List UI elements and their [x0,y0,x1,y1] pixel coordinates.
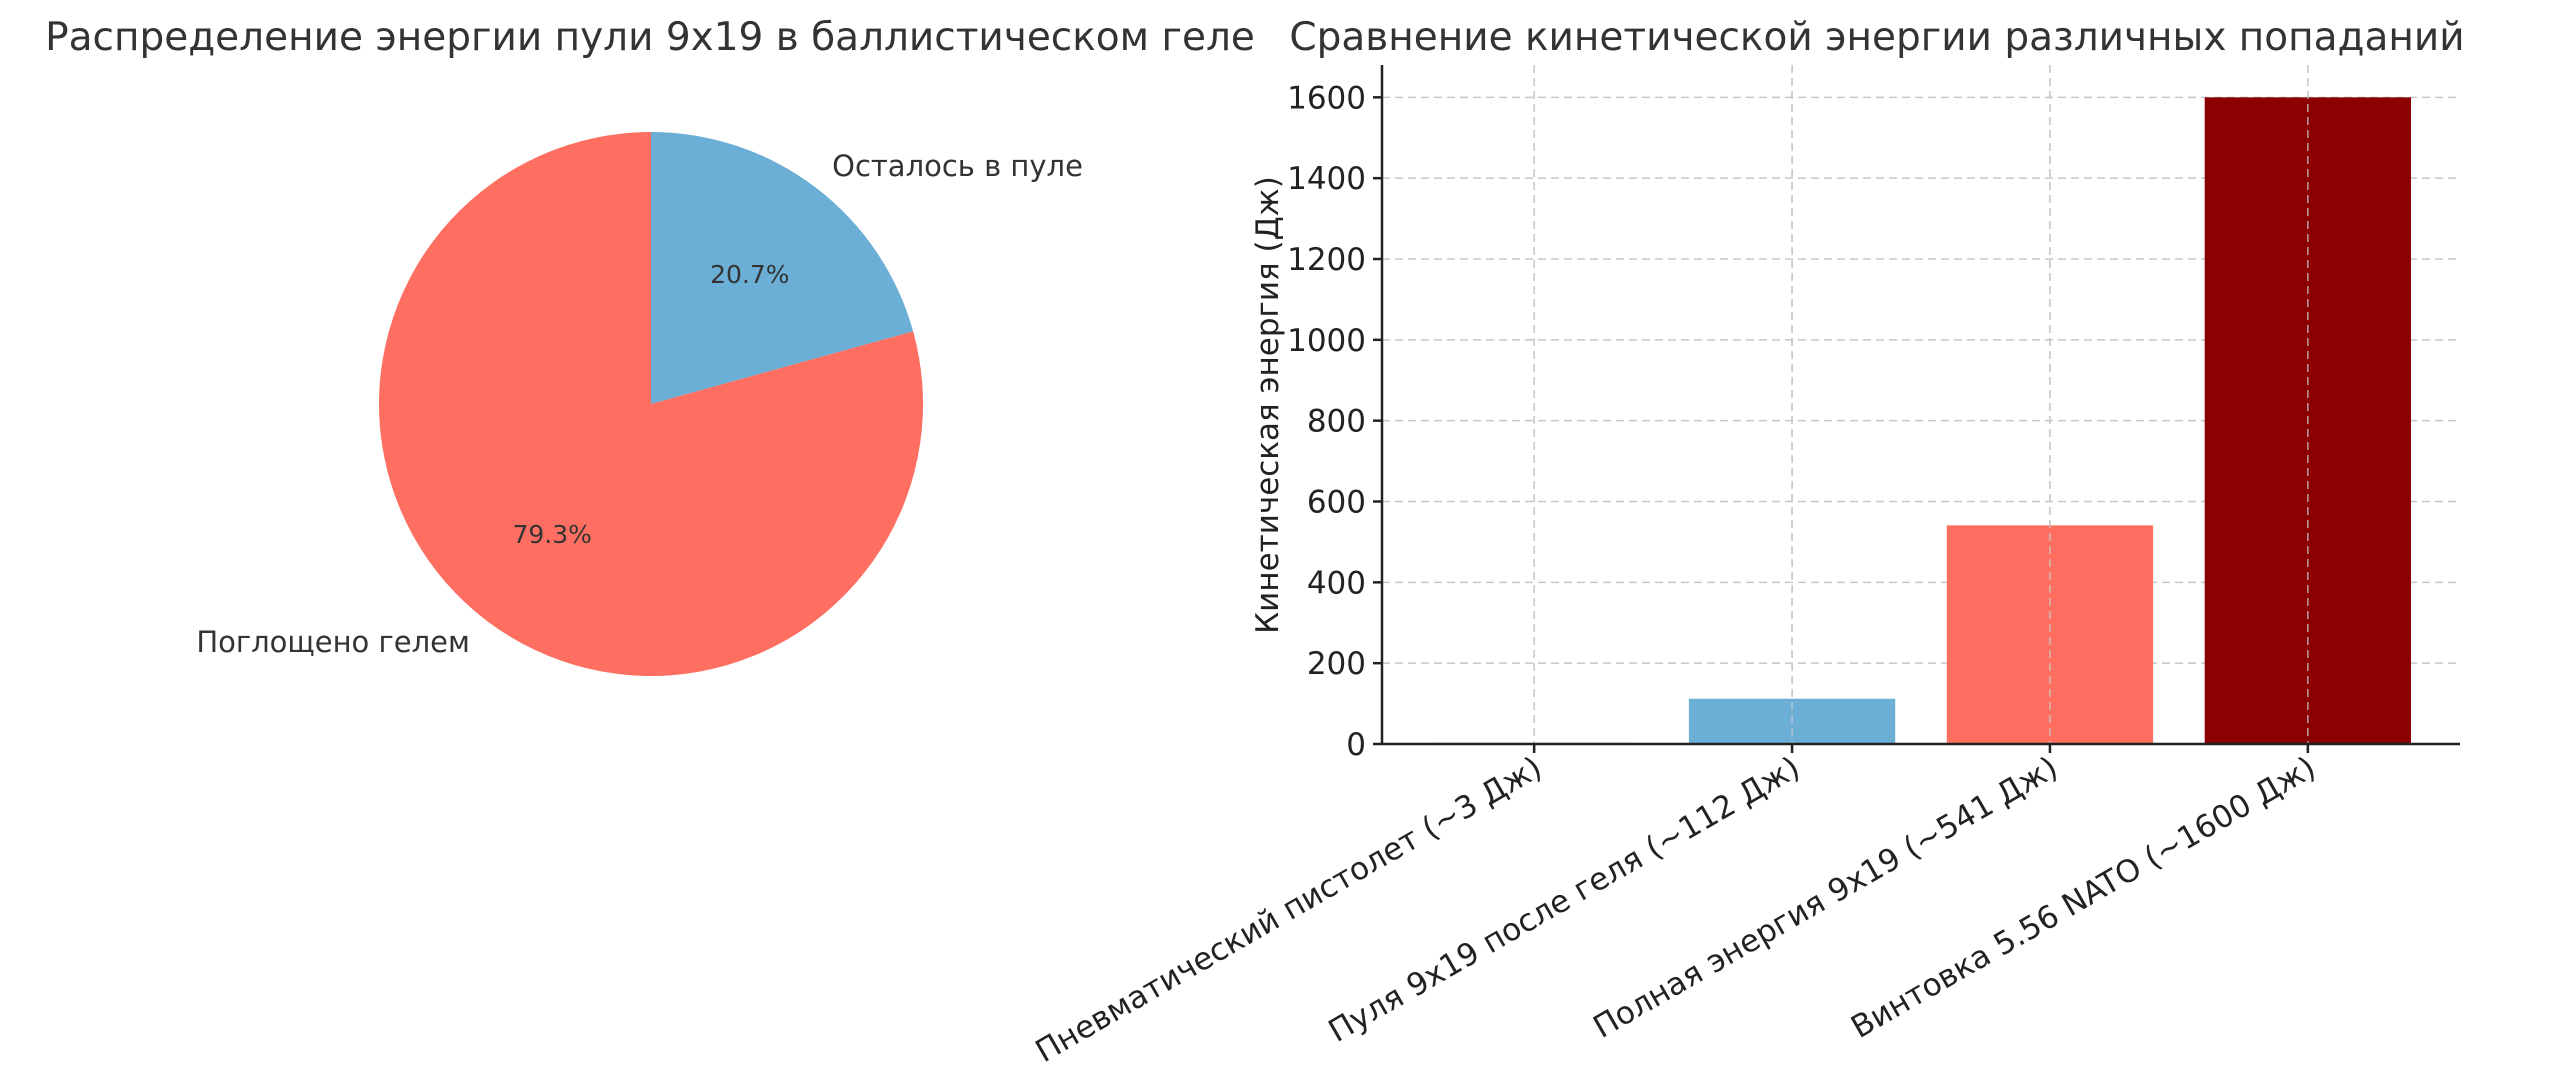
pie-title: Распределение энергии пули 9x19 в баллис… [45,15,1255,60]
pie-chart: Распределение энергии пули 9x19 в баллис… [45,15,1255,676]
pie-value-label-1: 79.3% [512,520,591,549]
bar-y-axis-label: Кинетическая энергия (Дж) [1250,176,1286,634]
x-category-label-0: Пневматический пистолет (~3 Дж) [1030,750,1549,1070]
y-tick-label: 400 [1307,565,1366,601]
pie-category-label-0: Осталось в пуле [832,149,1083,183]
pie-value-label-0: 20.7% [710,260,789,289]
y-tick-label: 1000 [1287,323,1366,359]
pie-slice-0 [651,132,914,404]
x-category-label-2: Полная энергия 9x19 (~541 Дж) [1587,750,2064,1046]
y-tick-label: 600 [1307,485,1366,521]
pie-slice-1 [378,132,923,676]
y-tick-label: 200 [1307,646,1366,682]
y-tick-label: 800 [1307,404,1366,440]
y-tick-label: 1600 [1287,80,1366,116]
bar-chart: Сравнение кинетической энергии различных… [1030,15,2465,1070]
x-category-label-3: Винтовка 5.56 NATO (~1600 Дж) [1845,750,2322,1046]
y-tick-label: 1400 [1287,161,1366,197]
y-tick-label: 1200 [1287,242,1366,278]
bar-2 [1946,525,2154,744]
bar-title: Сравнение кинетической энергии различных… [1289,15,2464,60]
pie-category-label-1: Поглощено гелем [196,625,469,659]
x-category-label-1: Пуля 9x19 после геля (~112 Дж) [1323,750,1806,1050]
y-tick-label: 0 [1346,727,1366,763]
